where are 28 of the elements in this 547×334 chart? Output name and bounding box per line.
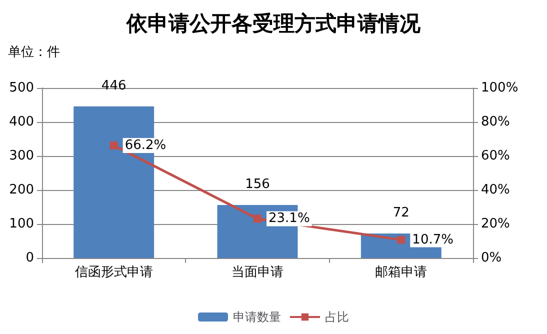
data-label: 72 <box>392 206 410 221</box>
y2-tick-label: 100% <box>481 80 518 96</box>
y2-tick-label: 80% <box>481 114 510 130</box>
y2-tick-label: 60% <box>481 148 510 164</box>
text: 单位：件 <box>8 45 60 60</box>
chart-title: 依申请公开各受理方式申请情况 <box>126 12 422 36</box>
y-tick-label: 200 <box>9 182 34 198</box>
point <box>254 214 262 223</box>
point <box>110 141 118 150</box>
data-label: 156 <box>245 176 270 192</box>
y-tick-label: 300 <box>9 148 34 164</box>
legend-label: 占比 <box>325 310 349 324</box>
y-tick-label: 0 <box>26 250 34 266</box>
data-label: 10.7% <box>412 232 454 248</box>
y-tick-label: 400 <box>9 114 34 130</box>
y2-tick-label: 20% <box>481 216 510 232</box>
y-tick-label: 500 <box>9 80 34 96</box>
x-tick-label: 邮箱申请 <box>375 265 428 280</box>
x-tick-label: 当面申请 <box>232 265 284 280</box>
y2-tick-label: 0% <box>481 250 502 266</box>
data-label: 66.2% <box>124 138 166 153</box>
legend-label: 申请数量 <box>233 310 281 324</box>
point <box>397 236 406 244</box>
y-tick-label: 100 <box>9 216 34 232</box>
x-tick-label: 信函形式申请 <box>74 265 153 280</box>
data-label: 23.1% <box>268 211 310 226</box>
y2-tick-label: 40% <box>481 182 510 198</box>
data-label: 446 <box>101 78 126 94</box>
